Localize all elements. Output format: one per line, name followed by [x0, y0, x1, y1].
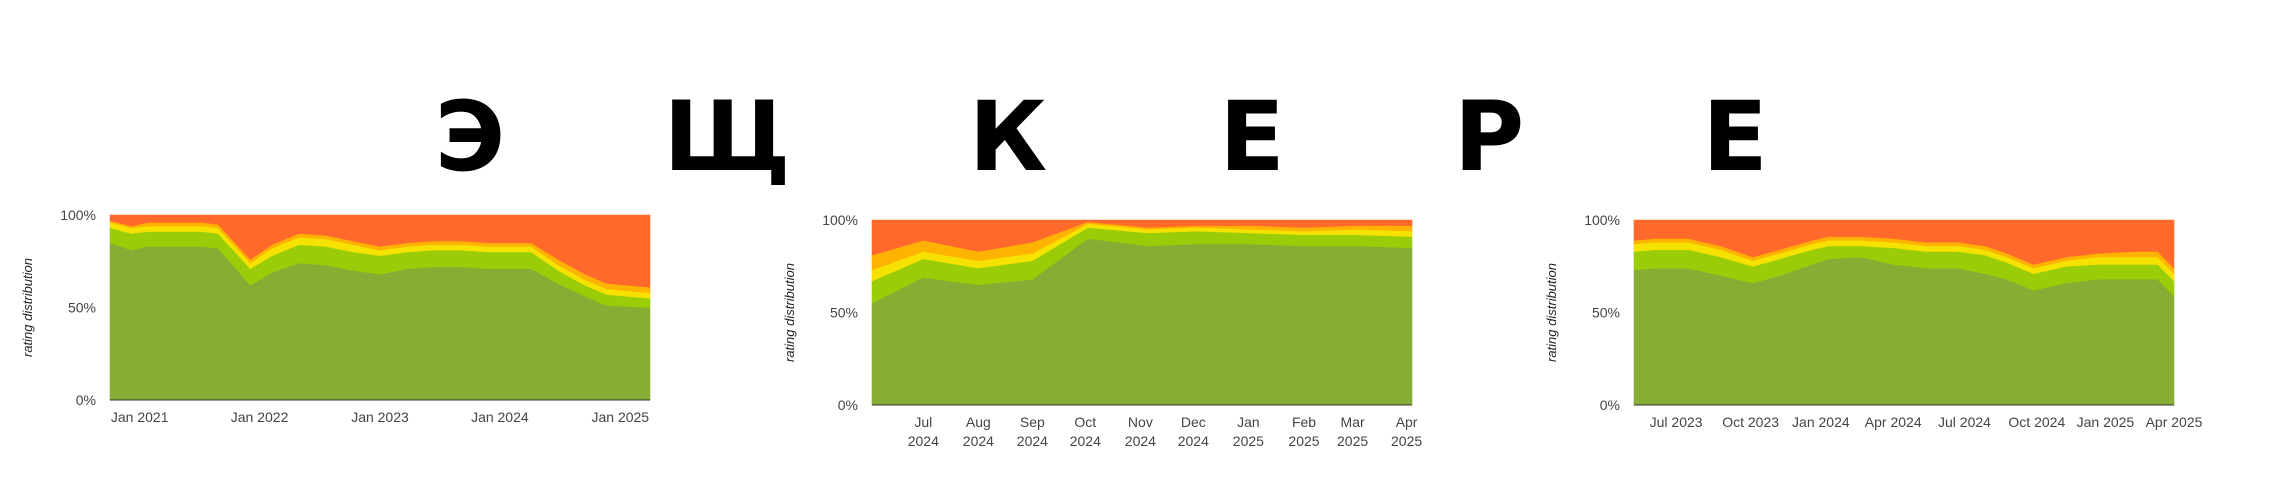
x-tick-label: Feb 2025	[1288, 414, 1319, 449]
chart-3: 0% 50% 100% Jul 2023 Oct 2023 Jan 2024 Apr 202…	[1544, 212, 2203, 430]
x-tick-label: Jan 2022	[231, 409, 289, 425]
y-tick-label: 100%	[822, 212, 858, 228]
x-tick-label: Jan 2025	[1233, 414, 1264, 449]
y-tick-label: 50%	[830, 305, 858, 321]
area-series-5	[109, 214, 651, 288]
y-tick-label: 0%	[1600, 397, 1620, 413]
headline: Э Щ К Е Р Е	[435, 81, 1768, 193]
x-tick-label: Nov 2024	[1125, 414, 1156, 449]
y-axis-label: rating distribution	[782, 263, 797, 362]
x-tick-label: Oct 2024	[1070, 414, 1101, 449]
headline-letter-6: Е	[1702, 81, 1768, 193]
y-axis-label: rating distribution	[1544, 263, 1559, 362]
x-tick-label: Dec 2024	[1178, 414, 1209, 449]
y-tick-label: 50%	[68, 300, 96, 316]
y-tick-label: 100%	[1584, 212, 1620, 228]
x-tick-label: Apr 2024	[1865, 414, 1922, 430]
y-tick-label: 50%	[1592, 305, 1620, 321]
x-tick-label: Oct 2023	[1722, 414, 1779, 430]
x-tick-label: Jul 2024	[1938, 414, 1991, 430]
x-tick-label: Apr 2025	[2146, 414, 2203, 430]
area-series-5	[871, 219, 1413, 256]
y-tick-label: 0%	[838, 397, 858, 413]
x-tick-label: Oct 2024	[2008, 414, 2065, 430]
headline-letter-2: Щ	[663, 81, 790, 193]
x-tick-label: Sep 2024	[1017, 414, 1048, 449]
x-tick-label: Apr 2025	[1391, 414, 1422, 449]
x-tick-label: Jan 2023	[351, 409, 409, 425]
y-tick-label: 100%	[60, 207, 96, 223]
y-tick-label: 0%	[76, 392, 96, 408]
y-axis-label: rating distribution	[20, 258, 35, 357]
x-tick-label: Aug 2024	[963, 414, 994, 449]
headline-letter-5: Р	[1454, 81, 1524, 193]
x-tick-label: Jul 2023	[1650, 414, 1703, 430]
headline-letter-3: К	[969, 81, 1047, 193]
x-tick-label: Jan 2025	[2077, 414, 2135, 430]
chart-2: 0% 50% 100% Jul 2024 Aug 2024 Sep 2024 Oct 2024 Nov…	[782, 212, 1422, 449]
x-tick-label: Jul 2024	[908, 414, 939, 449]
headline-letter-1: Э	[435, 81, 505, 193]
x-tick-label: Jan 2025	[591, 409, 649, 425]
x-tick-label: Mar 2025	[1337, 414, 1368, 449]
area-series-5	[1633, 219, 2175, 269]
x-tick-label: Jan 2021	[111, 409, 169, 425]
x-tick-label: Jan 2024	[1792, 414, 1850, 430]
headline-letter-4: Е	[1219, 81, 1285, 193]
chart-1: 0% 50% 100% Jan 2021 Jan 2022 Jan 2023 Jan 202…	[20, 207, 651, 425]
x-tick-label: Jan 2024	[471, 409, 529, 425]
